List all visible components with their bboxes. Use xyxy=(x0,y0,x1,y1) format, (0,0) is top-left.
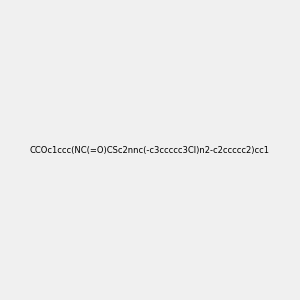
Text: CCOc1ccc(NC(=O)CSc2nnc(-c3ccccc3Cl)n2-c2ccccc2)cc1: CCOc1ccc(NC(=O)CSc2nnc(-c3ccccc3Cl)n2-c2… xyxy=(30,146,270,154)
